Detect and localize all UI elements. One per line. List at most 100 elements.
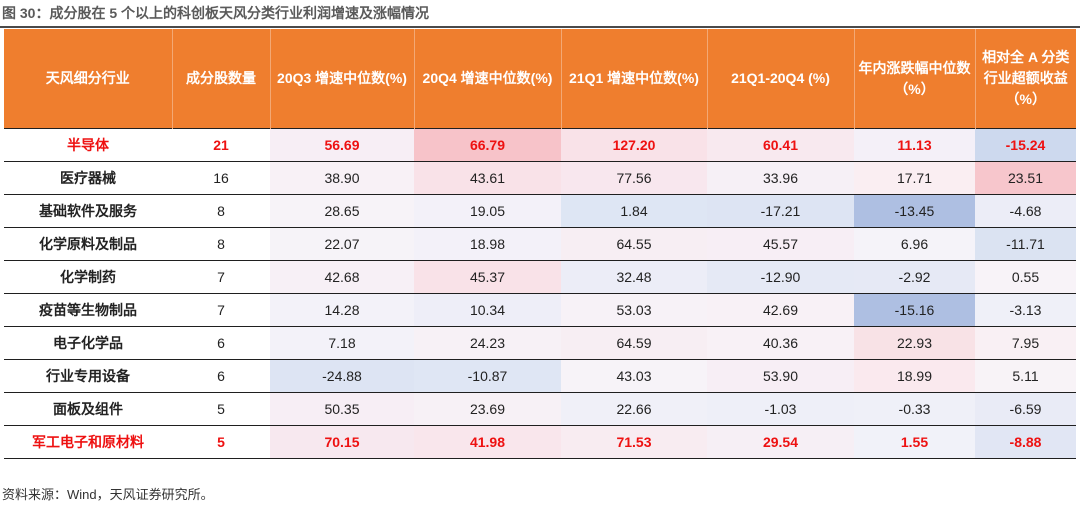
header-21q1-growth: 21Q1 增速中位数(%)	[561, 29, 708, 129]
excess-return-cell: -15.24	[975, 128, 1076, 162]
stock-count-cell: 16	[172, 161, 270, 195]
stock-count-cell: 5	[172, 392, 270, 426]
growth-20q3-cell: 50.35	[270, 392, 414, 426]
title-divider	[0, 26, 1080, 28]
table-body: 半导体 21 56.69 66.79 127.20 60.41 11.13 -15.24 医疗器…	[4, 128, 1076, 459]
growth-diff-cell: 60.41	[707, 128, 854, 162]
growth-diff-cell: 40.36	[707, 326, 854, 360]
growth-20q4-cell: 19.05	[414, 194, 561, 228]
header-ytd-change: 年内涨跌幅中位数（%）	[854, 29, 976, 129]
growth-21q1-cell: 77.56	[561, 161, 707, 195]
excess-return-cell: -6.59	[975, 392, 1076, 426]
stock-count-cell: 7	[172, 293, 270, 327]
ytd-change-cell: 17.71	[854, 161, 975, 195]
ytd-change-cell: -15.16	[854, 293, 975, 327]
growth-21q1-cell: 127.20	[561, 128, 707, 162]
stock-count-cell: 6	[172, 326, 270, 360]
table-row: 面板及组件 5 50.35 23.69 22.66 -1.03 -0.33 -6.59	[4, 392, 1076, 426]
industry-name-cell: 基础软件及服务	[4, 194, 172, 228]
excess-return-cell: 7.95	[975, 326, 1076, 360]
header-21q1-minus-20q4: 21Q1-20Q4 (%)	[707, 29, 855, 129]
growth-20q4-cell: -10.87	[414, 359, 561, 393]
industry-name-cell: 医疗器械	[4, 161, 172, 195]
growth-20q3-cell: 7.18	[270, 326, 414, 360]
table-row: 军工电子和原材料 5 70.15 41.98 71.53 29.54 1.55 -8.88	[4, 425, 1076, 459]
growth-diff-cell: 29.54	[707, 425, 854, 459]
stock-count-cell: 8	[172, 227, 270, 261]
growth-diff-cell: 53.90	[707, 359, 854, 393]
header-industry: 天风细分行业	[4, 29, 173, 129]
excess-return-cell: -11.71	[975, 227, 1076, 261]
growth-20q3-cell: 14.28	[270, 293, 414, 327]
excess-return-cell: -3.13	[975, 293, 1076, 327]
ytd-change-cell: 11.13	[854, 128, 975, 162]
stock-count-cell: 6	[172, 359, 270, 393]
growth-20q3-cell: 42.68	[270, 260, 414, 294]
growth-21q1-cell: 71.53	[561, 425, 707, 459]
figure-title: 图 30：成分股在 5 个以上的科创板天风分类行业利润增速及涨幅情况	[2, 5, 430, 21]
table-row: 医疗器械 16 38.90 43.61 77.56 33.96 17.71 23.51	[4, 161, 1076, 195]
industry-name-cell: 行业专用设备	[4, 359, 172, 393]
industry-name-cell: 化学原料及制品	[4, 227, 172, 261]
growth-21q1-cell: 53.03	[561, 293, 707, 327]
growth-20q4-cell: 10.34	[414, 293, 561, 327]
growth-diff-cell: -17.21	[707, 194, 854, 228]
excess-return-cell: 23.51	[975, 161, 1076, 195]
growth-20q4-cell: 66.79	[414, 128, 561, 162]
industry-name-cell: 疫苗等生物制品	[4, 293, 172, 327]
growth-20q3-cell: 70.15	[270, 425, 414, 459]
growth-21q1-cell: 32.48	[561, 260, 707, 294]
growth-20q4-cell: 41.98	[414, 425, 561, 459]
industry-name-cell: 化学制药	[4, 260, 172, 294]
growth-21q1-cell: 64.59	[561, 326, 707, 360]
growth-20q4-cell: 23.69	[414, 392, 561, 426]
growth-diff-cell: -1.03	[707, 392, 854, 426]
growth-20q3-cell: -24.88	[270, 359, 414, 393]
ytd-change-cell: 22.93	[854, 326, 975, 360]
growth-20q3-cell: 38.90	[270, 161, 414, 195]
header-20q4-growth: 20Q4 增速中位数(%)	[414, 29, 562, 129]
ytd-change-cell: -13.45	[854, 194, 975, 228]
ytd-change-cell: 6.96	[854, 227, 975, 261]
growth-21q1-cell: 22.66	[561, 392, 707, 426]
ytd-change-cell: -0.33	[854, 392, 975, 426]
table-header-row: 天风细分行业 成分股数量 20Q3 增速中位数(%) 20Q4 增速中位数(%)…	[4, 29, 1076, 129]
growth-diff-cell: 45.57	[707, 227, 854, 261]
industry-profit-table: 天风细分行业 成分股数量 20Q3 增速中位数(%) 20Q4 增速中位数(%)…	[4, 29, 1076, 459]
ytd-change-cell: -2.92	[854, 260, 975, 294]
growth-20q4-cell: 24.23	[414, 326, 561, 360]
growth-21q1-cell: 64.55	[561, 227, 707, 261]
industry-name-cell: 电子化学品	[4, 326, 172, 360]
growth-diff-cell: -12.90	[707, 260, 854, 294]
header-20q3-growth: 20Q3 增速中位数(%)	[270, 29, 415, 129]
stock-count-cell: 5	[172, 425, 270, 459]
excess-return-cell: -4.68	[975, 194, 1076, 228]
growth-20q3-cell: 22.07	[270, 227, 414, 261]
table-row: 半导体 21 56.69 66.79 127.20 60.41 11.13 -15.24	[4, 128, 1076, 162]
growth-diff-cell: 42.69	[707, 293, 854, 327]
table-row: 化学制药 7 42.68 45.37 32.48 -12.90 -2.92 0.55	[4, 260, 1076, 294]
excess-return-cell: 0.55	[975, 260, 1076, 294]
growth-20q4-cell: 18.98	[414, 227, 561, 261]
table-row: 基础软件及服务 8 28.65 19.05 1.84 -17.21 -13.45 -4.68	[4, 194, 1076, 228]
growth-21q1-cell: 43.03	[561, 359, 707, 393]
table-row: 行业专用设备 6 -24.88 -10.87 43.03 53.90 18.99 5.11	[4, 359, 1076, 393]
growth-20q4-cell: 43.61	[414, 161, 561, 195]
growth-21q1-cell: 1.84	[561, 194, 707, 228]
stock-count-cell: 7	[172, 260, 270, 294]
ytd-change-cell: 1.55	[854, 425, 975, 459]
table-row: 电子化学品 6 7.18 24.23 64.59 40.36 22.93 7.95	[4, 326, 1076, 360]
excess-return-cell: -8.88	[975, 425, 1076, 459]
table-row: 化学原料及制品 8 22.07 18.98 64.55 45.57 6.96 -11.71	[4, 227, 1076, 261]
industry-name-cell: 军工电子和原材料	[4, 425, 172, 459]
source-note: 资料来源：Wind，天风证券研究所。	[2, 487, 214, 502]
stock-count-cell: 21	[172, 128, 270, 162]
growth-20q4-cell: 45.37	[414, 260, 561, 294]
ytd-change-cell: 18.99	[854, 359, 975, 393]
header-excess-return: 相对全 A 分类行业超额收益（%）	[975, 29, 1076, 129]
stock-count-cell: 8	[172, 194, 270, 228]
growth-20q3-cell: 56.69	[270, 128, 414, 162]
table-row: 疫苗等生物制品 7 14.28 10.34 53.03 42.69 -15.16 -3.13	[4, 293, 1076, 327]
industry-name-cell: 半导体	[4, 128, 172, 162]
industry-name-cell: 面板及组件	[4, 392, 172, 426]
